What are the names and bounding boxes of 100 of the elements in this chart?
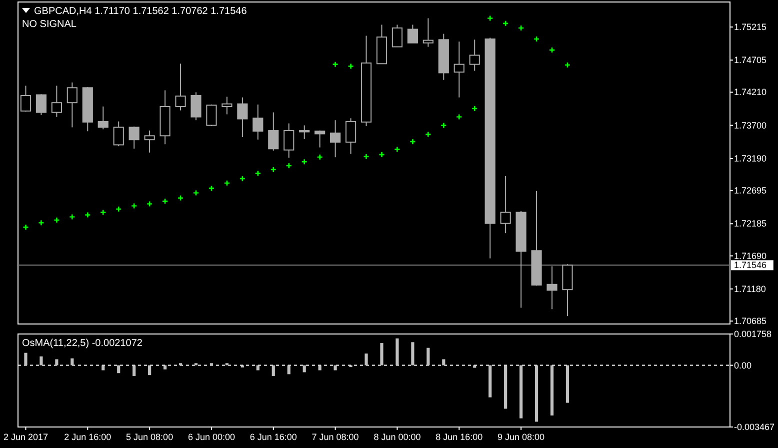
chart-title: GBPCAD,H4 1.71170 1.71562 1.70762 1.71546	[34, 6, 248, 16]
point	[425, 131, 432, 138]
y-tick-label: 1.71180	[734, 284, 766, 294]
bar	[318, 365, 322, 370]
candlestick	[206, 104, 217, 126]
chart-title: OsMA(11,22,5) -0.0021072	[22, 338, 143, 348]
candlestick	[284, 122, 294, 158]
candlestick	[500, 175, 511, 234]
point	[54, 216, 60, 224]
point	[22, 224, 29, 230]
bar	[426, 348, 430, 366]
y-tick-label: 1.72695	[734, 186, 767, 196]
y-tick-label: 1.72185	[734, 218, 767, 229]
point	[192, 190, 200, 196]
point	[100, 209, 106, 216]
bar	[334, 365, 337, 370]
point	[440, 122, 447, 128]
point	[130, 202, 138, 209]
candlestick	[546, 266, 558, 310]
point	[548, 46, 556, 54]
x-tick-label: 2 Jun 16:00	[64, 432, 112, 442]
candlestick	[175, 63, 186, 111]
x-tick-label: 8 Jun 00:00	[374, 432, 421, 442]
bar	[364, 354, 368, 366]
y-tick-label: 1.73190	[734, 153, 767, 164]
y-tick-label: 1.74705	[734, 55, 767, 66]
point	[394, 146, 400, 153]
point	[254, 170, 262, 177]
point	[378, 151, 385, 158]
candlestick	[113, 120, 124, 147]
x-tick-label: 6 Jun 16:00	[250, 432, 297, 442]
bar	[411, 342, 414, 366]
y-tick-label: 1.75215	[734, 22, 767, 32]
y-tick-label: 1.74210	[734, 87, 767, 98]
candlestick	[190, 92, 202, 121]
point	[162, 198, 168, 204]
point	[208, 185, 215, 192]
candlestick	[299, 124, 310, 140]
bar	[163, 365, 167, 370]
point	[486, 15, 494, 22]
candlestick	[345, 118, 356, 154]
point	[239, 175, 246, 182]
candlestick	[422, 18, 434, 48]
y-tick-label: 1.73700	[734, 120, 767, 130]
candlestick	[392, 24, 403, 48]
point	[84, 212, 91, 218]
x-tick-label: 6 Jun 00:00	[188, 432, 235, 442]
bar	[256, 365, 260, 370]
y-tick-label: 1.70685	[734, 316, 767, 326]
bar	[519, 365, 523, 418]
y-tick-label: 0.00	[734, 360, 752, 370]
candlestick	[222, 96, 232, 115]
candlestick	[407, 24, 418, 44]
point	[348, 63, 354, 70]
bar	[272, 365, 275, 376]
point	[456, 114, 462, 120]
candlestick	[469, 39, 480, 72]
candlestick	[66, 82, 78, 128]
candlestick	[144, 130, 155, 154]
bar	[550, 365, 554, 416]
point	[224, 180, 230, 186]
candlestick	[454, 41, 464, 98]
bar	[70, 358, 74, 366]
text: NO SIGNAL	[22, 18, 77, 30]
bar	[380, 343, 384, 366]
candlestick	[20, 85, 32, 112]
x-tick-label: 8 Jun 16:00	[436, 432, 483, 442]
point	[286, 162, 292, 169]
bar	[24, 352, 28, 366]
y-tick-label: 1.71690	[734, 250, 767, 261]
bar	[287, 365, 290, 374]
candlestick	[36, 94, 47, 116]
bar	[488, 365, 492, 398]
point	[38, 220, 44, 226]
point	[270, 166, 277, 173]
candlestick	[268, 112, 279, 152]
candlestick	[51, 85, 62, 118]
bar	[117, 365, 120, 374]
point	[564, 62, 571, 68]
point	[533, 36, 540, 42]
y-tick-label: -0.003467	[734, 422, 775, 432]
bar	[148, 365, 152, 376]
bar	[473, 365, 476, 368]
bar	[442, 359, 446, 366]
x-tick-label: 5 Jun 08:00	[126, 432, 174, 442]
bar	[40, 356, 43, 366]
candlestick	[128, 126, 140, 150]
bar	[534, 365, 538, 422]
candlestick	[252, 104, 264, 140]
bar	[55, 359, 58, 366]
ref-line-label: 1.71546	[734, 260, 767, 270]
x-tick-label: 7 Jun 08:00	[312, 432, 359, 442]
candlestick	[98, 106, 108, 130]
bar	[132, 365, 136, 376]
candlestick	[314, 130, 326, 148]
bar	[504, 365, 508, 409]
x-tick-label: 2 Jun 2017	[3, 432, 48, 442]
point	[471, 105, 478, 112]
point	[115, 206, 122, 212]
point	[301, 158, 308, 165]
